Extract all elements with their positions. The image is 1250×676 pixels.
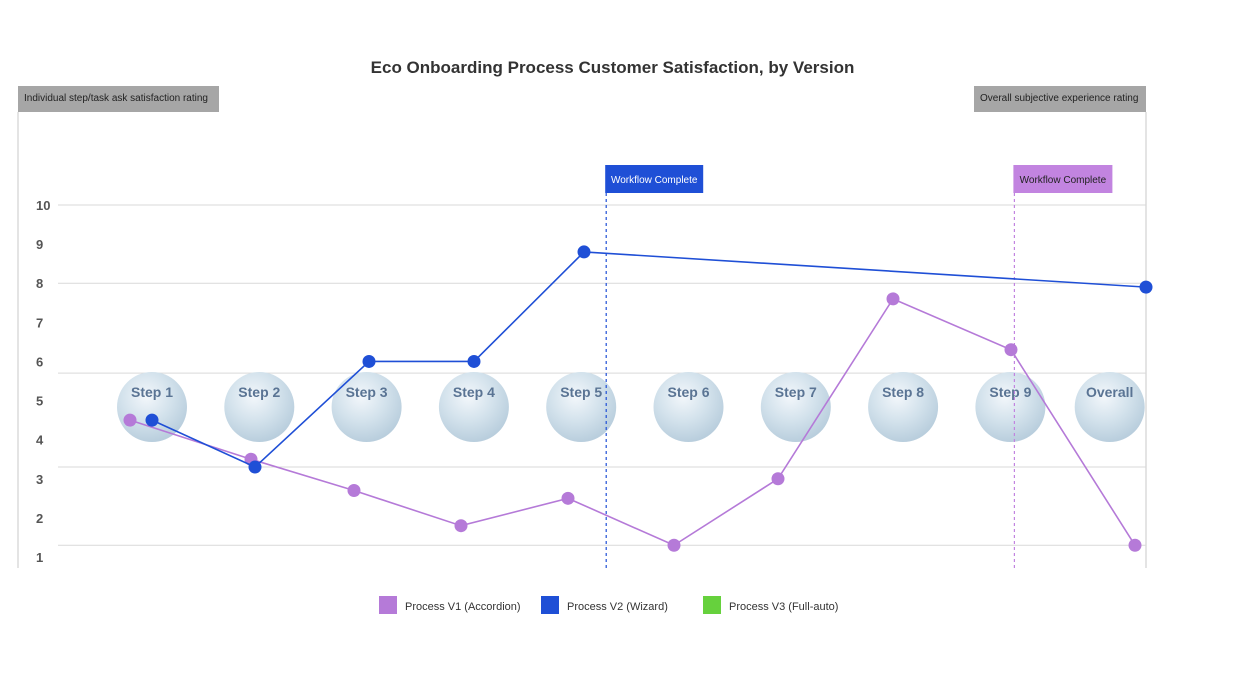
process-v2-line [151,251,1147,468]
annotation-box [605,165,704,193]
annotation-label: Workflow Complete [611,175,698,186]
x-category-label: Step 3 [346,384,388,400]
y-tick-label: 9 [36,237,43,252]
annotation-label: Workflow Complete [1020,175,1107,186]
legend-swatch [703,596,721,614]
step-bubble [760,372,831,442]
process-v2-point [1139,280,1153,294]
x-category-label: Step 6 [667,384,709,400]
process-v2-point [145,413,159,427]
process-v1-point [561,491,575,505]
y-tick-label: 10 [36,198,50,213]
y-tick-label: 2 [36,511,43,526]
x-category-label: Step 2 [238,384,280,400]
legend-swatch [379,596,397,614]
process-v2-point [248,460,262,474]
y-tick-label: 4 [36,433,44,448]
step-bubble [1074,372,1145,442]
x-category-label: Step 5 [560,384,602,400]
chart-title: Eco Onboarding Process Customer Satisfac… [370,58,855,77]
process-v2-point [467,354,481,368]
process-v1-point [454,519,468,533]
step-bubble [653,372,724,442]
process-v1-point [667,538,681,552]
x-category-label: Step 9 [989,384,1031,400]
process-v1-point [1004,343,1018,357]
step-bubble [546,372,617,442]
process-v2-point [362,354,376,368]
y-tick-label: 7 [36,315,43,330]
x-category-label: Step 1 [131,384,173,400]
legend-label: Process V1 (Accordion) [405,601,521,613]
chart-legend: Process V1 (Accordion) Process V2 (Wizard… [0,596,1250,618]
right-axis-tag: Overall subjective experience rating [974,86,1146,112]
y-tick-label: 5 [36,394,43,409]
left-axis-tag: Individual step/task ask satisfaction ra… [18,86,219,112]
legend-label: Process V2 (Wizard) [567,601,668,613]
step-bubble [868,372,939,442]
y-tick-label: 8 [36,276,43,291]
process-v1-point [123,413,137,427]
process-v1-line [129,297,1136,547]
process-v2-point [577,245,591,259]
process-v1-point [1128,538,1142,552]
step-bubble [331,372,402,442]
process-v1-point [771,472,785,486]
step-bubble [975,372,1046,442]
annotation-box [1013,165,1113,193]
legend-swatch [541,596,559,614]
process-v1-point [347,484,361,498]
x-category-label: Overall [1086,384,1133,400]
y-tick-label: 6 [36,354,43,369]
x-category-label: Step 7 [775,384,817,400]
step-bubble [438,372,509,442]
x-category-label: Step 4 [453,384,495,400]
x-category-label: Step 8 [882,384,924,400]
step-bubble [224,372,295,442]
process-v1-point [886,292,900,306]
y-tick-label: 1 [36,550,43,565]
y-tick-label: 3 [36,472,43,487]
legend-label: Process V3 (Full-auto) [729,601,839,613]
